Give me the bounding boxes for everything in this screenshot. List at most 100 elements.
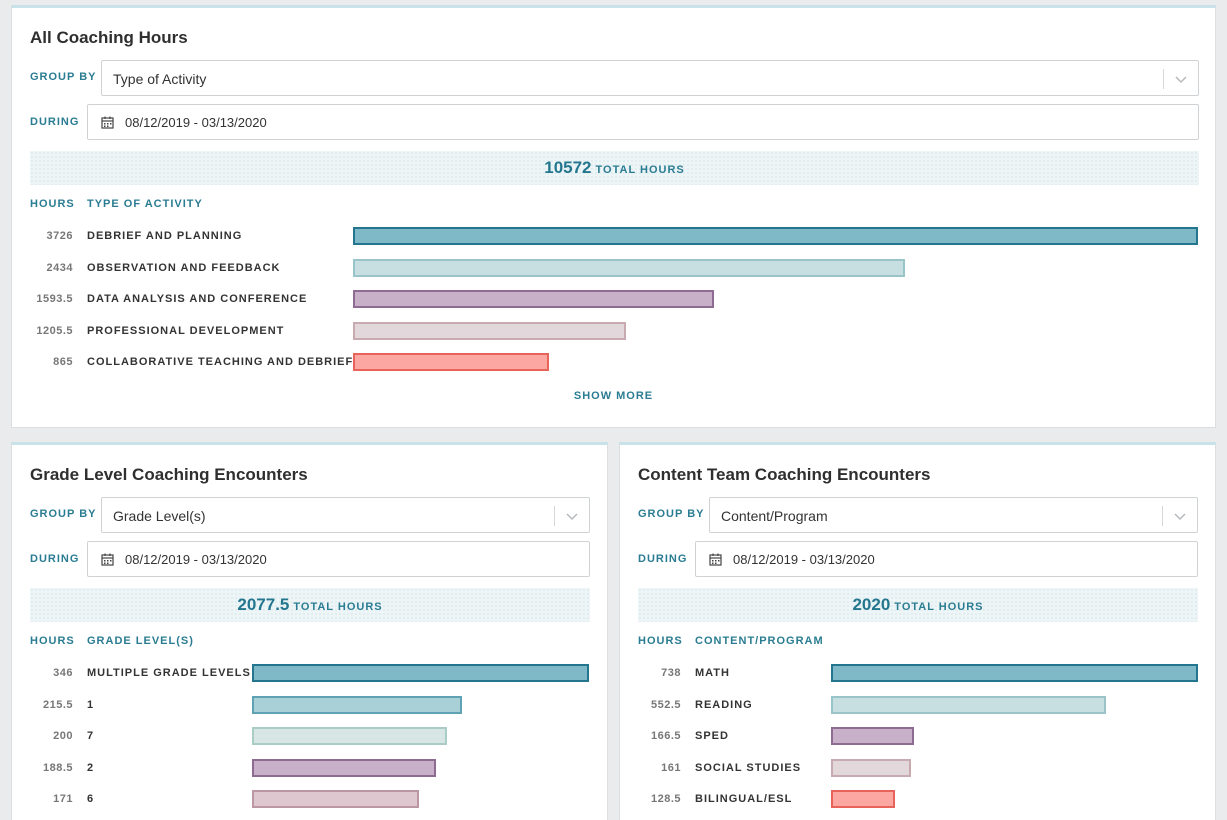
row-category-label: 7	[87, 730, 95, 742]
row-hours-value: 200	[53, 730, 73, 742]
row-category-label: 2	[87, 761, 95, 774]
row-hours-value: 346	[53, 667, 73, 679]
total-hours-label: TOTAL HOURS	[293, 601, 383, 613]
hours-bar[interactable]	[252, 727, 447, 745]
select-divider	[1162, 506, 1163, 526]
chart-row: 552.5 READING	[620, 695, 1215, 716]
hours-bar[interactable]	[831, 664, 1198, 682]
row-category-label: SPED	[695, 730, 729, 742]
total-hours-band: 2077.5 TOTAL HOURS	[30, 588, 590, 622]
total-hours-band: 2020 TOTAL HOURS	[638, 588, 1198, 622]
total-hours-band: 10572 TOTAL HOURS	[30, 151, 1199, 185]
panel-title: All Coaching Hours	[30, 28, 188, 47]
row-hours-value: 738	[661, 667, 681, 679]
row-category-label: BILINGUAL/ESL	[695, 793, 793, 805]
hours-bar[interactable]	[831, 727, 914, 745]
date-range-value: 08/12/2019 - 03/13/2020	[733, 552, 875, 567]
chart-row: 738 MATH	[620, 664, 1215, 684]
total-hours-value: 2077.5	[237, 595, 290, 614]
group-by-select[interactable]: Grade Level(s)	[101, 497, 590, 533]
row-category-label: 1	[87, 698, 95, 711]
chevron-down-icon[interactable]	[565, 510, 579, 522]
row-category-label: OBSERVATION AND FEEDBACK	[87, 261, 281, 274]
total-hours-value: 2020	[852, 595, 891, 614]
row-hours-value: 552.5	[650, 698, 681, 711]
select-divider	[554, 506, 555, 526]
hours-column-header: HOURS	[30, 198, 75, 210]
chart-row: 215.5 1	[12, 695, 607, 716]
content-team-panel: Content Team Coaching Encounters GROUP B…	[619, 442, 1216, 820]
hours-column-header: HOURS	[30, 635, 75, 647]
hours-bar[interactable]	[353, 353, 549, 371]
group-by-select[interactable]: Content/Program	[709, 497, 1198, 533]
group-by-value: Type of Activity	[113, 71, 207, 87]
group-by-label: GROUP BY	[30, 71, 97, 83]
chart-row: 346 MULTIPLE GRADE LEVELS	[12, 664, 607, 684]
row-hours-value: 128.5	[650, 793, 681, 805]
hours-bar[interactable]	[353, 290, 714, 308]
hours-bar[interactable]	[831, 695, 1106, 714]
row-category-label: 6	[87, 793, 95, 805]
calendar-icon	[709, 553, 722, 566]
calendar-icon	[101, 553, 114, 566]
hours-bar[interactable]	[353, 258, 905, 277]
hours-bar[interactable]	[252, 758, 436, 777]
chart-row: 1593.5 DATA ANALYSIS AND CONFERENCE	[12, 290, 1215, 310]
group-by-label: GROUP BY	[30, 508, 97, 520]
calendar-icon	[101, 116, 114, 129]
row-category-label: PROFESSIONAL DEVELOPMENT	[87, 324, 285, 337]
date-range-picker[interactable]: 08/12/2019 - 03/13/2020	[695, 541, 1198, 577]
row-hours-value: 188.5	[42, 761, 73, 774]
row-hours-value: 3726	[46, 230, 73, 242]
during-label: DURING	[638, 553, 688, 565]
total-hours-label: TOTAL HOURS	[894, 601, 984, 613]
total-hours-label: TOTAL HOURS	[595, 164, 685, 176]
date-range-value: 08/12/2019 - 03/13/2020	[125, 552, 267, 567]
row-hours-value: 215.5	[42, 698, 73, 711]
hours-bar[interactable]	[252, 790, 419, 808]
chevron-down-icon[interactable]	[1173, 510, 1187, 522]
hours-bar[interactable]	[831, 758, 911, 777]
chart-row: 166.5 SPED	[620, 727, 1215, 747]
chevron-down-icon[interactable]	[1174, 73, 1188, 85]
chart-row: 161 SOCIAL STUDIES	[620, 758, 1215, 779]
chart-row: 200 7	[12, 727, 607, 747]
hours-bar[interactable]	[252, 664, 589, 682]
total-hours-value: 10572	[544, 158, 592, 177]
hours-bar[interactable]	[353, 321, 626, 340]
chart-row: 2434 OBSERVATION AND FEEDBACK	[12, 258, 1215, 279]
row-category-label: MULTIPLE GRADE LEVELS	[87, 667, 251, 679]
show-more-link[interactable]: SHOW MORE	[573, 390, 654, 402]
row-category-label: DATA ANALYSIS AND CONFERENCE	[87, 293, 308, 305]
hours-bar[interactable]	[252, 695, 462, 714]
group-by-label: GROUP BY	[638, 508, 705, 520]
row-hours-value: 161	[661, 761, 681, 774]
hours-bar[interactable]	[353, 227, 1198, 245]
row-hours-value: 1593.5	[36, 293, 73, 305]
select-divider	[1163, 69, 1164, 89]
hours-column-header: HOURS	[638, 635, 683, 647]
chart-row: 188.5 2	[12, 758, 607, 779]
row-hours-value: 166.5	[650, 730, 681, 742]
panel-title: Content Team Coaching Encounters	[638, 465, 931, 484]
row-hours-value: 2434	[46, 261, 73, 274]
hours-bar[interactable]	[831, 790, 895, 808]
date-range-value: 08/12/2019 - 03/13/2020	[125, 115, 267, 130]
grade-level-panel: Grade Level Coaching Encounters GROUP BY…	[11, 442, 608, 820]
group-by-select[interactable]: Type of Activity	[101, 60, 1199, 96]
all-coaching-hours-panel: All Coaching Hours GROUP BY Type of Acti…	[11, 5, 1216, 428]
category-column-header: CONTENT/PROGRAM	[695, 635, 824, 647]
date-range-picker[interactable]: 08/12/2019 - 03/13/2020	[87, 541, 590, 577]
row-hours-value: 865	[53, 356, 73, 368]
row-category-label: MATH	[695, 667, 730, 679]
row-hours-value: 171	[53, 793, 73, 805]
category-column-header: TYPE OF ACTIVITY	[87, 198, 203, 210]
row-category-label: READING	[695, 698, 753, 711]
panel-title: Grade Level Coaching Encounters	[30, 465, 308, 484]
group-by-value: Content/Program	[721, 508, 828, 524]
date-range-picker[interactable]: 08/12/2019 - 03/13/2020	[87, 104, 1199, 140]
chart-row: 865 COLLABORATIVE TEACHING AND DEBRIEF	[12, 353, 1215, 373]
row-category-label: SOCIAL STUDIES	[695, 761, 802, 774]
row-category-label: COLLABORATIVE TEACHING AND DEBRIEF	[87, 356, 354, 368]
row-hours-value: 1205.5	[36, 324, 73, 337]
